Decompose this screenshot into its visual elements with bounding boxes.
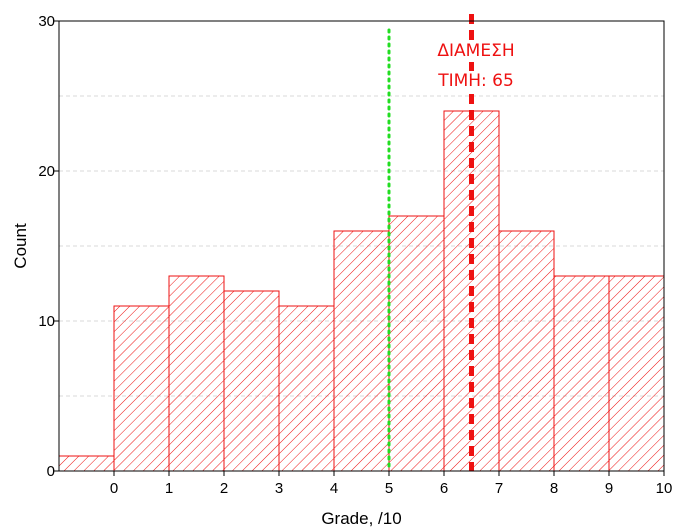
- reference-lines: [387, 14, 474, 473]
- histogram-bar: [498, 230, 555, 472]
- axis-ticks: 0 1 2 3 4 5 6 7 8 9 10 0 10 20 30: [38, 13, 672, 497]
- y-tick-label: 0: [47, 463, 55, 480]
- histogram-bar: [333, 230, 390, 472]
- x-tick-label: 1: [165, 480, 173, 497]
- y-axis-label: Count: [11, 223, 30, 269]
- median-annotation: ΔΙΑΜΕΣΗ ΤΙΜΗ: 65: [435, 41, 517, 91]
- x-tick-label: 5: [385, 480, 393, 497]
- annotation-background: [435, 41, 517, 61]
- histogram-bar: [113, 305, 170, 472]
- histogram-bar: [608, 275, 665, 472]
- x-tick-label: 8: [550, 480, 558, 497]
- x-axis-label: Grade, /10: [321, 509, 401, 528]
- x-tick-label: 6: [440, 480, 448, 497]
- histogram-bar: [278, 305, 335, 472]
- histogram-bars: [58, 110, 665, 472]
- median-annotation-line: ΔΙΑΜΕΣΗ: [437, 41, 514, 61]
- histogram-bar: [223, 290, 280, 472]
- median-annotation-line: ΤΙΜΗ: 65: [437, 71, 514, 91]
- annotation-background: [435, 71, 516, 91]
- y-tick-label: 30: [38, 13, 55, 30]
- x-tick-label: 10: [656, 480, 673, 497]
- y-tick-label: 20: [38, 163, 55, 180]
- histogram-bar: [553, 275, 610, 472]
- plot-frame: [58, 20, 665, 472]
- y-tick-label: 10: [38, 313, 55, 330]
- histogram-bar: [388, 215, 445, 472]
- x-tick-label: 4: [330, 480, 338, 497]
- histogram-bar: [58, 455, 115, 472]
- histogram-bar: [168, 275, 225, 472]
- x-tick-label: 7: [495, 480, 503, 497]
- x-tick-label: 0: [110, 480, 118, 497]
- x-tick-label: 2: [220, 480, 228, 497]
- x-tick-label: 9: [605, 480, 613, 497]
- x-tick-label: 3: [275, 480, 283, 497]
